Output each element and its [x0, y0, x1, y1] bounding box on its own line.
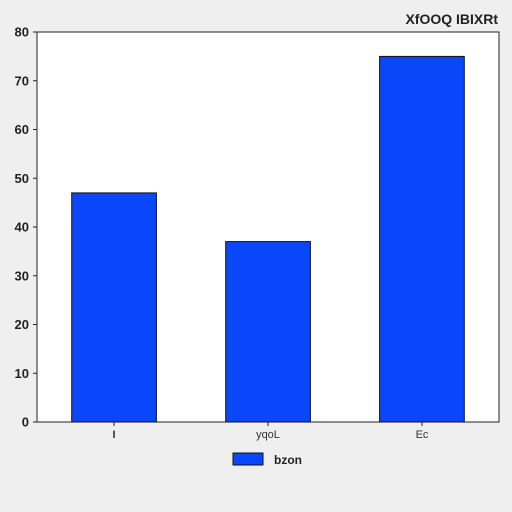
y-axis: 0 10 20 30 40 50 60 70 80	[15, 25, 37, 430]
x-tick-label: I	[112, 429, 115, 441]
y-tick-label: 50	[15, 171, 29, 186]
legend-label: bzon	[274, 453, 302, 467]
y-tick-label: 20	[15, 317, 29, 332]
y-tick-label: 80	[15, 25, 29, 40]
y-tick-label: 0	[22, 415, 29, 430]
bar-2	[379, 55, 465, 423]
bar-0	[71, 192, 157, 423]
chart-title: XfOOQ IBIXRt	[405, 11, 498, 27]
x-tick-label: yqoL	[256, 429, 280, 441]
y-tick-label: 70	[15, 73, 29, 88]
bar-1	[225, 241, 311, 423]
y-tick-label: 10	[15, 366, 29, 381]
y-tick-label: 60	[15, 122, 29, 137]
bars-group	[71, 55, 465, 423]
y-tick-label: 30	[15, 268, 29, 283]
x-tick-label: Ec	[416, 429, 429, 441]
legend: bzon	[232, 452, 302, 467]
y-tick-label: 40	[15, 220, 29, 235]
legend-swatch	[232, 452, 264, 466]
